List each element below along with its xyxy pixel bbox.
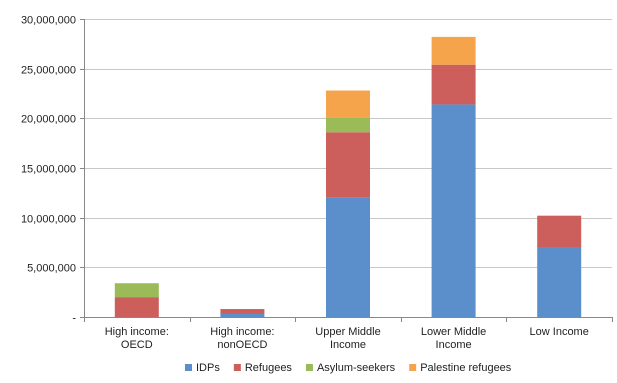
legend-swatch-idps (185, 364, 192, 371)
bar-palestine-refugees (431, 36, 476, 65)
x-tick-label: Low Income (530, 326, 589, 338)
axes (80, 19, 613, 322)
y-tick-label: 20,000,000 (21, 114, 76, 126)
bars (114, 36, 582, 317)
legend: IDPs Refugees Asylum-seekers Palestine refu… (185, 362, 512, 374)
bar-idps (220, 314, 265, 317)
bar-asylum-seekers (326, 117, 370, 133)
bar-idps (537, 247, 582, 317)
x-tick-label: High income: nonOECD (210, 326, 274, 351)
legend-label-refugees: Refugees (245, 362, 293, 374)
y-tick-label: 30,000,000 (21, 15, 76, 27)
bar-asylum-seekers (114, 283, 159, 298)
bar-idps (326, 197, 370, 317)
legend-label-asylum-seekers: Asylum-seekers (317, 362, 396, 374)
legend-swatch-refugees (233, 364, 241, 371)
y-tick-label: 25,000,000 (21, 65, 76, 77)
y-tick-label: 10,000,000 (21, 214, 76, 226)
y-tick-labels: - 5,000,000 10,000,000 15,000,000 20,000,000… (21, 15, 76, 325)
y-tick-label: 5,000,000 (27, 263, 76, 275)
bar-refugees (114, 297, 159, 317)
bar-refugees (220, 309, 265, 315)
bar-refugees (431, 64, 476, 105)
bar-idps (431, 104, 476, 317)
bar-palestine-refugees (326, 90, 370, 118)
y-tick-label: 15,000,000 (21, 164, 76, 176)
legend-swatch-asylum-seekers (305, 364, 313, 371)
x-tick-label: Lower Middle Income (421, 326, 486, 351)
legend-swatch-palestine-refugees (409, 364, 417, 371)
x-tick-label: Upper Middle Income (315, 326, 380, 351)
y-tick-label: - (72, 313, 76, 325)
x-tick-labels: High income: OECD High income: nonOECD Upper… (105, 326, 589, 351)
x-tick-label: High income: OECD (105, 326, 169, 351)
legend-label-idps: IDPs (196, 362, 220, 374)
legend-label-palestine-refugees: Palestine refugees (420, 362, 512, 374)
bar-refugees (537, 215, 582, 248)
bar-refugees (326, 132, 370, 198)
